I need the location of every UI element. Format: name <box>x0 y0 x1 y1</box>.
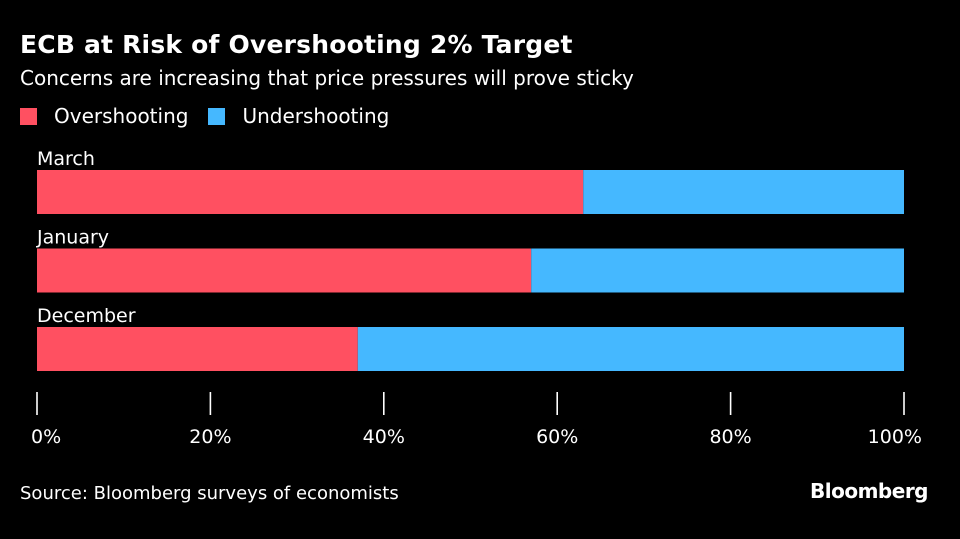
legend-label-undershooting: Undershooting <box>242 104 390 128</box>
bar-january-overshooting <box>37 248 532 293</box>
category-label-december: December <box>37 305 136 327</box>
chart-legend: Overshooting Undershooting <box>20 104 409 128</box>
bar-march-overshooting <box>37 170 584 214</box>
x-tick-label-80: 80% <box>709 426 751 448</box>
category-label-march: March <box>37 148 95 170</box>
legend-label-overshooting: Overshooting <box>54 104 189 128</box>
bar-december-overshooting <box>37 327 358 371</box>
x-tick-label-0: 0% <box>31 426 61 448</box>
bar-march-undershooting <box>583 170 904 214</box>
x-tick-label-40: 40% <box>363 426 405 448</box>
legend-item-undershooting: Undershooting <box>208 104 389 128</box>
bloomberg-logo: Bloomberg <box>810 479 928 503</box>
legend-swatch-undershooting <box>208 107 226 125</box>
x-tick-label-60: 60% <box>536 426 578 448</box>
x-tick-label-20: 20% <box>189 426 231 448</box>
legend-swatch-overshooting <box>20 107 37 125</box>
legend-item-overshooting: Overshooting <box>20 104 188 128</box>
bar-january-undershooting <box>531 248 904 293</box>
x-tick-label-100: 100% <box>868 426 922 448</box>
chart-title: ECB at Risk of Overshooting 2% Target <box>20 30 573 59</box>
source-note: Source: Bloomberg surveys of economists <box>20 483 399 504</box>
category-label-january: January <box>36 227 109 249</box>
chart-subtitle: Concerns are increasing that price press… <box>20 66 634 90</box>
bar-december-undershooting <box>357 327 904 371</box>
